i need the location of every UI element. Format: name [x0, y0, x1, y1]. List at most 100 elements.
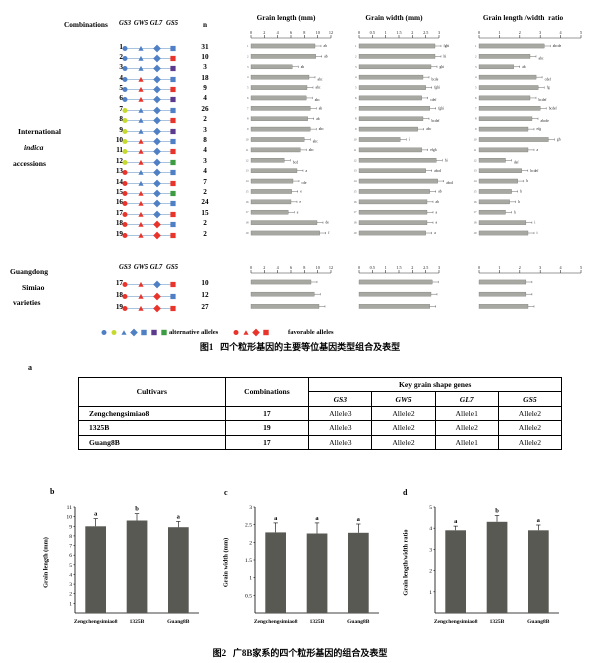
svg-text:Zengchengsimiao8: Zengchengsimiao8: [434, 619, 478, 625]
svg-text:hi: hi: [445, 158, 448, 162]
svg-text:12: 12: [354, 158, 358, 162]
svg-text:0: 0: [478, 30, 480, 35]
svg-text:4: 4: [355, 75, 357, 79]
svg-text:9: 9: [247, 127, 249, 131]
svg-text:1: 1: [247, 44, 249, 48]
svg-text:18: 18: [354, 221, 358, 225]
svg-text:ab: ab: [316, 117, 320, 121]
svg-text:fghi: fghi: [444, 44, 450, 48]
svg-text:f: f: [328, 231, 330, 235]
svg-text:7: 7: [247, 106, 249, 110]
svg-text:1: 1: [385, 265, 387, 270]
svg-text:i: i: [409, 138, 410, 142]
svg-text:16: 16: [354, 200, 358, 204]
svg-text:ab: ab: [436, 200, 440, 204]
svg-text:0: 0: [478, 265, 480, 270]
svg-text:a: a: [434, 231, 436, 235]
svg-text:12: 12: [246, 158, 250, 162]
svg-text:b: b: [495, 508, 499, 515]
svg-text:14: 14: [474, 179, 478, 183]
svg-text:a: a: [177, 514, 181, 521]
svg-text:5: 5: [475, 86, 477, 90]
svg-text:e: e: [300, 190, 302, 194]
svg-text:1: 1: [498, 265, 500, 270]
svg-text:Zengchengsimiao8: Zengchengsimiao8: [254, 619, 298, 625]
svg-text:bcdef: bcdef: [432, 119, 441, 123]
svg-text:cde: cde: [302, 181, 307, 185]
svg-text:7: 7: [355, 106, 357, 110]
svg-text:bcdef: bcdef: [530, 169, 539, 173]
svg-text:e: e: [300, 200, 302, 204]
svg-text:13: 13: [246, 169, 250, 173]
svg-text:a: a: [306, 169, 308, 173]
svg-text:2.5: 2.5: [245, 523, 252, 529]
svg-text:14: 14: [246, 179, 250, 183]
svg-text:4: 4: [560, 30, 563, 35]
svg-text:10: 10: [474, 138, 478, 142]
svg-text:Guang8B: Guang8B: [347, 619, 370, 625]
svg-text:3: 3: [355, 65, 357, 69]
svg-text:0.5: 0.5: [245, 593, 252, 599]
svg-text:12: 12: [329, 30, 333, 35]
svg-text:6: 6: [290, 265, 292, 270]
svg-text:1: 1: [498, 30, 500, 35]
svg-text:13: 13: [354, 169, 358, 173]
svg-text:7: 7: [69, 544, 72, 550]
svg-text:5: 5: [247, 86, 249, 90]
svg-text:1.5: 1.5: [396, 30, 401, 35]
svg-text:2: 2: [69, 592, 72, 598]
svg-text:7: 7: [475, 106, 477, 110]
svg-text:h: h: [520, 190, 522, 194]
svg-text:5: 5: [580, 30, 582, 35]
svg-text:abcde: abcde: [541, 119, 550, 123]
svg-text:ab: ab: [438, 190, 442, 194]
svg-text:1.5: 1.5: [396, 265, 401, 270]
svg-text:cdef: cdef: [430, 98, 437, 102]
svg-text:e: e: [297, 210, 299, 214]
svg-text:15: 15: [474, 190, 478, 194]
svg-text:19: 19: [354, 231, 358, 235]
svg-text:abcd: abcd: [446, 181, 453, 185]
svg-text:bcd: bcd: [293, 160, 298, 164]
svg-text:5: 5: [355, 86, 357, 90]
svg-text:3: 3: [539, 30, 541, 35]
svg-text:abc: abc: [313, 140, 318, 144]
svg-text:8: 8: [69, 534, 72, 540]
svg-text:5: 5: [69, 563, 72, 569]
svg-text:3: 3: [438, 30, 440, 35]
svg-text:cdef: cdef: [545, 77, 552, 81]
svg-text:9: 9: [69, 524, 72, 530]
svg-text:ab: ab: [324, 55, 328, 59]
svg-text:Guang8B: Guang8B: [167, 619, 190, 625]
svg-text:gh: gh: [557, 138, 561, 142]
svg-text:18: 18: [246, 221, 250, 225]
svg-text:h: h: [526, 179, 528, 183]
svg-text:Guang8B: Guang8B: [527, 619, 550, 625]
svg-text:10: 10: [246, 138, 250, 142]
svg-text:a: a: [537, 517, 541, 524]
svg-text:a: a: [436, 210, 438, 214]
svg-text:1325B: 1325B: [310, 619, 325, 625]
svg-text:4: 4: [69, 573, 72, 579]
svg-text:ab: ab: [522, 65, 526, 69]
svg-text:12: 12: [474, 158, 478, 162]
svg-text:abc: abc: [319, 127, 324, 131]
svg-text:2: 2: [475, 54, 477, 58]
svg-text:16: 16: [474, 200, 478, 204]
svg-text:6: 6: [475, 96, 477, 100]
svg-text:12: 12: [329, 265, 333, 270]
svg-text:15: 15: [246, 190, 250, 194]
svg-text:abcd: abcd: [434, 169, 441, 173]
svg-text:10: 10: [354, 138, 358, 142]
svg-text:0: 0: [250, 265, 252, 270]
svg-text:17: 17: [354, 210, 358, 214]
svg-text:1: 1: [475, 44, 477, 48]
svg-text:abc: abc: [316, 86, 321, 90]
svg-text:a: a: [94, 511, 98, 518]
svg-text:0.5: 0.5: [370, 265, 375, 270]
svg-text:efg: efg: [537, 127, 542, 131]
svg-text:15: 15: [354, 190, 358, 194]
svg-text:efgh: efgh: [430, 148, 437, 152]
svg-text:fghi: fghi: [438, 106, 444, 110]
svg-text:2: 2: [247, 54, 249, 58]
